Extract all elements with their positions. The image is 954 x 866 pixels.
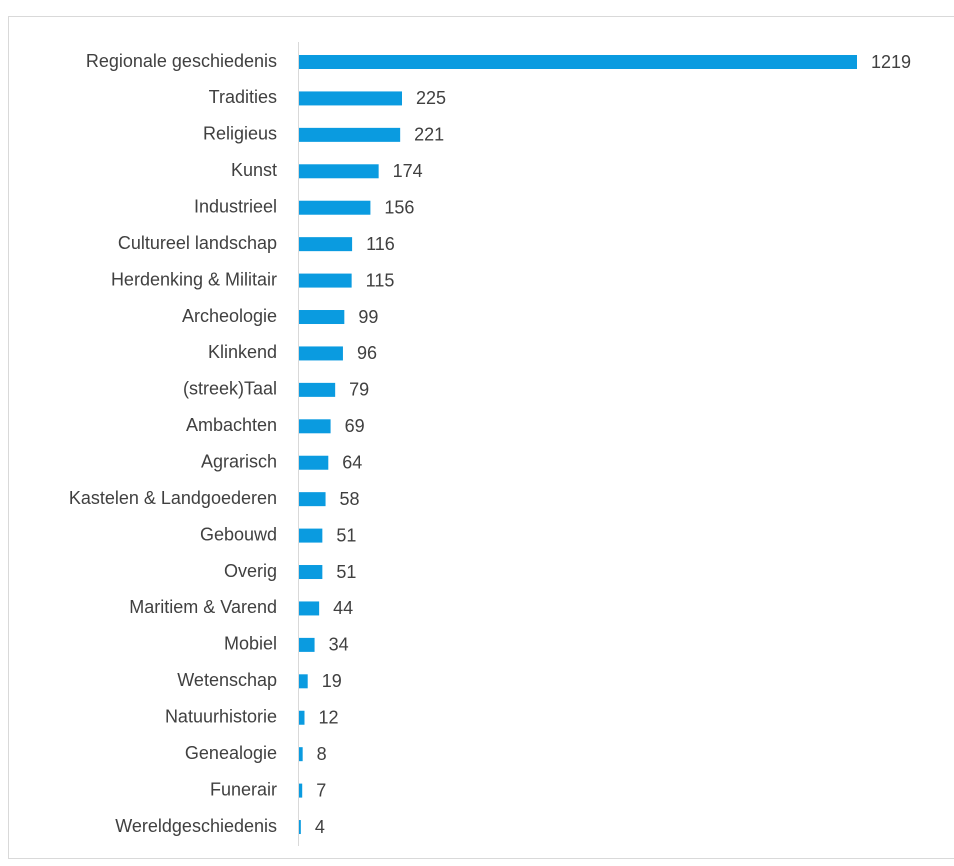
bar	[299, 55, 857, 69]
bar	[299, 528, 323, 543]
category-label: Tradities	[209, 87, 277, 107]
bar	[299, 382, 336, 397]
data-label: 8	[317, 744, 327, 764]
bar	[299, 601, 320, 616]
category-label: Maritiem & Varend	[129, 597, 277, 617]
data-label: 156	[384, 197, 414, 217]
category-label: (streek)Taal	[183, 379, 277, 399]
data-label: 51	[336, 525, 356, 545]
data-label: 19	[322, 671, 342, 691]
category-label: Wereldgeschiedenis	[115, 816, 277, 836]
data-label: 44	[333, 598, 353, 618]
category-label: Klinkend	[208, 342, 277, 362]
bar	[299, 419, 331, 434]
category-label: Overig	[224, 561, 277, 581]
data-label: 64	[342, 452, 362, 472]
data-label: 116	[366, 234, 395, 254]
data-label: 174	[393, 161, 423, 181]
category-label: Gebouwd	[200, 524, 277, 544]
bar	[299, 783, 303, 798]
bar	[299, 91, 402, 106]
data-label: 115	[366, 270, 395, 290]
bar	[299, 710, 305, 725]
bar	[299, 237, 353, 252]
data-label: 96	[357, 343, 377, 363]
chart-frame	[8, 16, 954, 859]
bar	[299, 820, 301, 835]
bar	[299, 492, 326, 507]
data-label: 4	[315, 817, 325, 837]
data-label: 51	[336, 562, 356, 582]
category-label: Mobiel	[224, 634, 277, 654]
bar	[299, 200, 371, 215]
category-label: Herdenking & Militair	[111, 269, 277, 289]
data-label: 1219	[871, 52, 911, 72]
bar	[299, 164, 379, 179]
category-label: Funerair	[210, 779, 277, 799]
bar	[299, 455, 329, 470]
data-label: 12	[318, 707, 338, 727]
category-label: Kastelen & Landgoederen	[69, 488, 277, 508]
bar	[299, 127, 401, 142]
data-label: 221	[414, 125, 444, 145]
bar	[299, 565, 323, 580]
category-label: Wetenschap	[177, 670, 277, 690]
data-label: 99	[358, 307, 378, 327]
category-label: Archeologie	[182, 306, 277, 326]
data-label: 79	[349, 380, 369, 400]
bar	[299, 747, 303, 762]
data-label: 7	[316, 780, 326, 800]
bar	[299, 637, 315, 652]
category-label: Religieus	[203, 124, 277, 144]
category-label: Ambachten	[186, 415, 277, 435]
category-label: Natuurhistorie	[165, 706, 277, 726]
bar	[299, 273, 352, 288]
bar	[299, 674, 308, 689]
data-label: 69	[345, 416, 365, 436]
category-label: Cultureel landschap	[118, 233, 277, 253]
data-label: 58	[340, 489, 360, 509]
data-label: 225	[416, 88, 446, 108]
category-label: Regionale geschiedenis	[86, 51, 277, 71]
category-label: Industrieel	[194, 196, 277, 216]
bar	[299, 310, 345, 325]
category-label: Genealogie	[185, 743, 277, 763]
bar	[299, 346, 343, 361]
category-label: Kunst	[231, 160, 277, 180]
data-label: 34	[329, 635, 349, 655]
category-label: Agrarisch	[201, 451, 277, 471]
